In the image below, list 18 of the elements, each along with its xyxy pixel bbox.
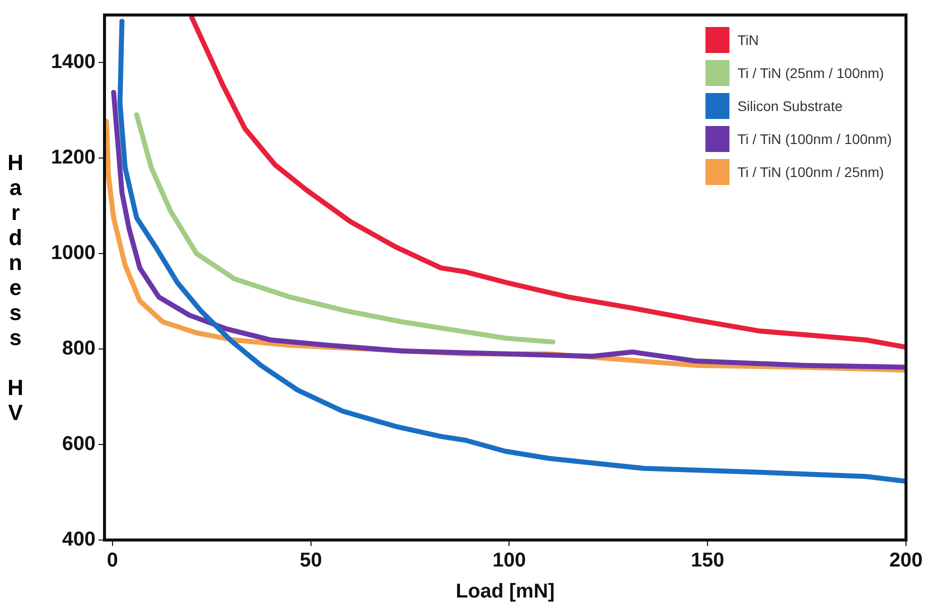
x-tick-label: 100 [492, 550, 526, 572]
y-axis-title: Hardness HV [3, 150, 28, 425]
legend-label: Ti / TiN (100nm / 25nm) [737, 164, 884, 180]
legend-label: Ti / TiN (100nm / 100nm) [737, 130, 892, 147]
x-axis-title: Load [mN] [456, 580, 555, 603]
y-tick-label: 600 [62, 433, 96, 456]
x-tick-label: 50 [300, 550, 322, 572]
y-tick-label: 800 [62, 338, 96, 360]
legend-label: Ti / TiN (25nm / 100nm) [737, 64, 884, 81]
y-tick-label: 400 [62, 528, 96, 551]
legend-label: Silicon Substrate [737, 98, 843, 114]
x-tick-label: 0 [106, 550, 118, 572]
y-tick-label: 1200 [50, 146, 96, 169]
x-tick-label: 200 [889, 550, 923, 572]
legend-label: TiN [737, 32, 759, 48]
x-tick-label: 150 [690, 550, 724, 572]
y-tick-label: 1400 [50, 51, 96, 74]
y-tick-label: 1000 [50, 242, 96, 264]
